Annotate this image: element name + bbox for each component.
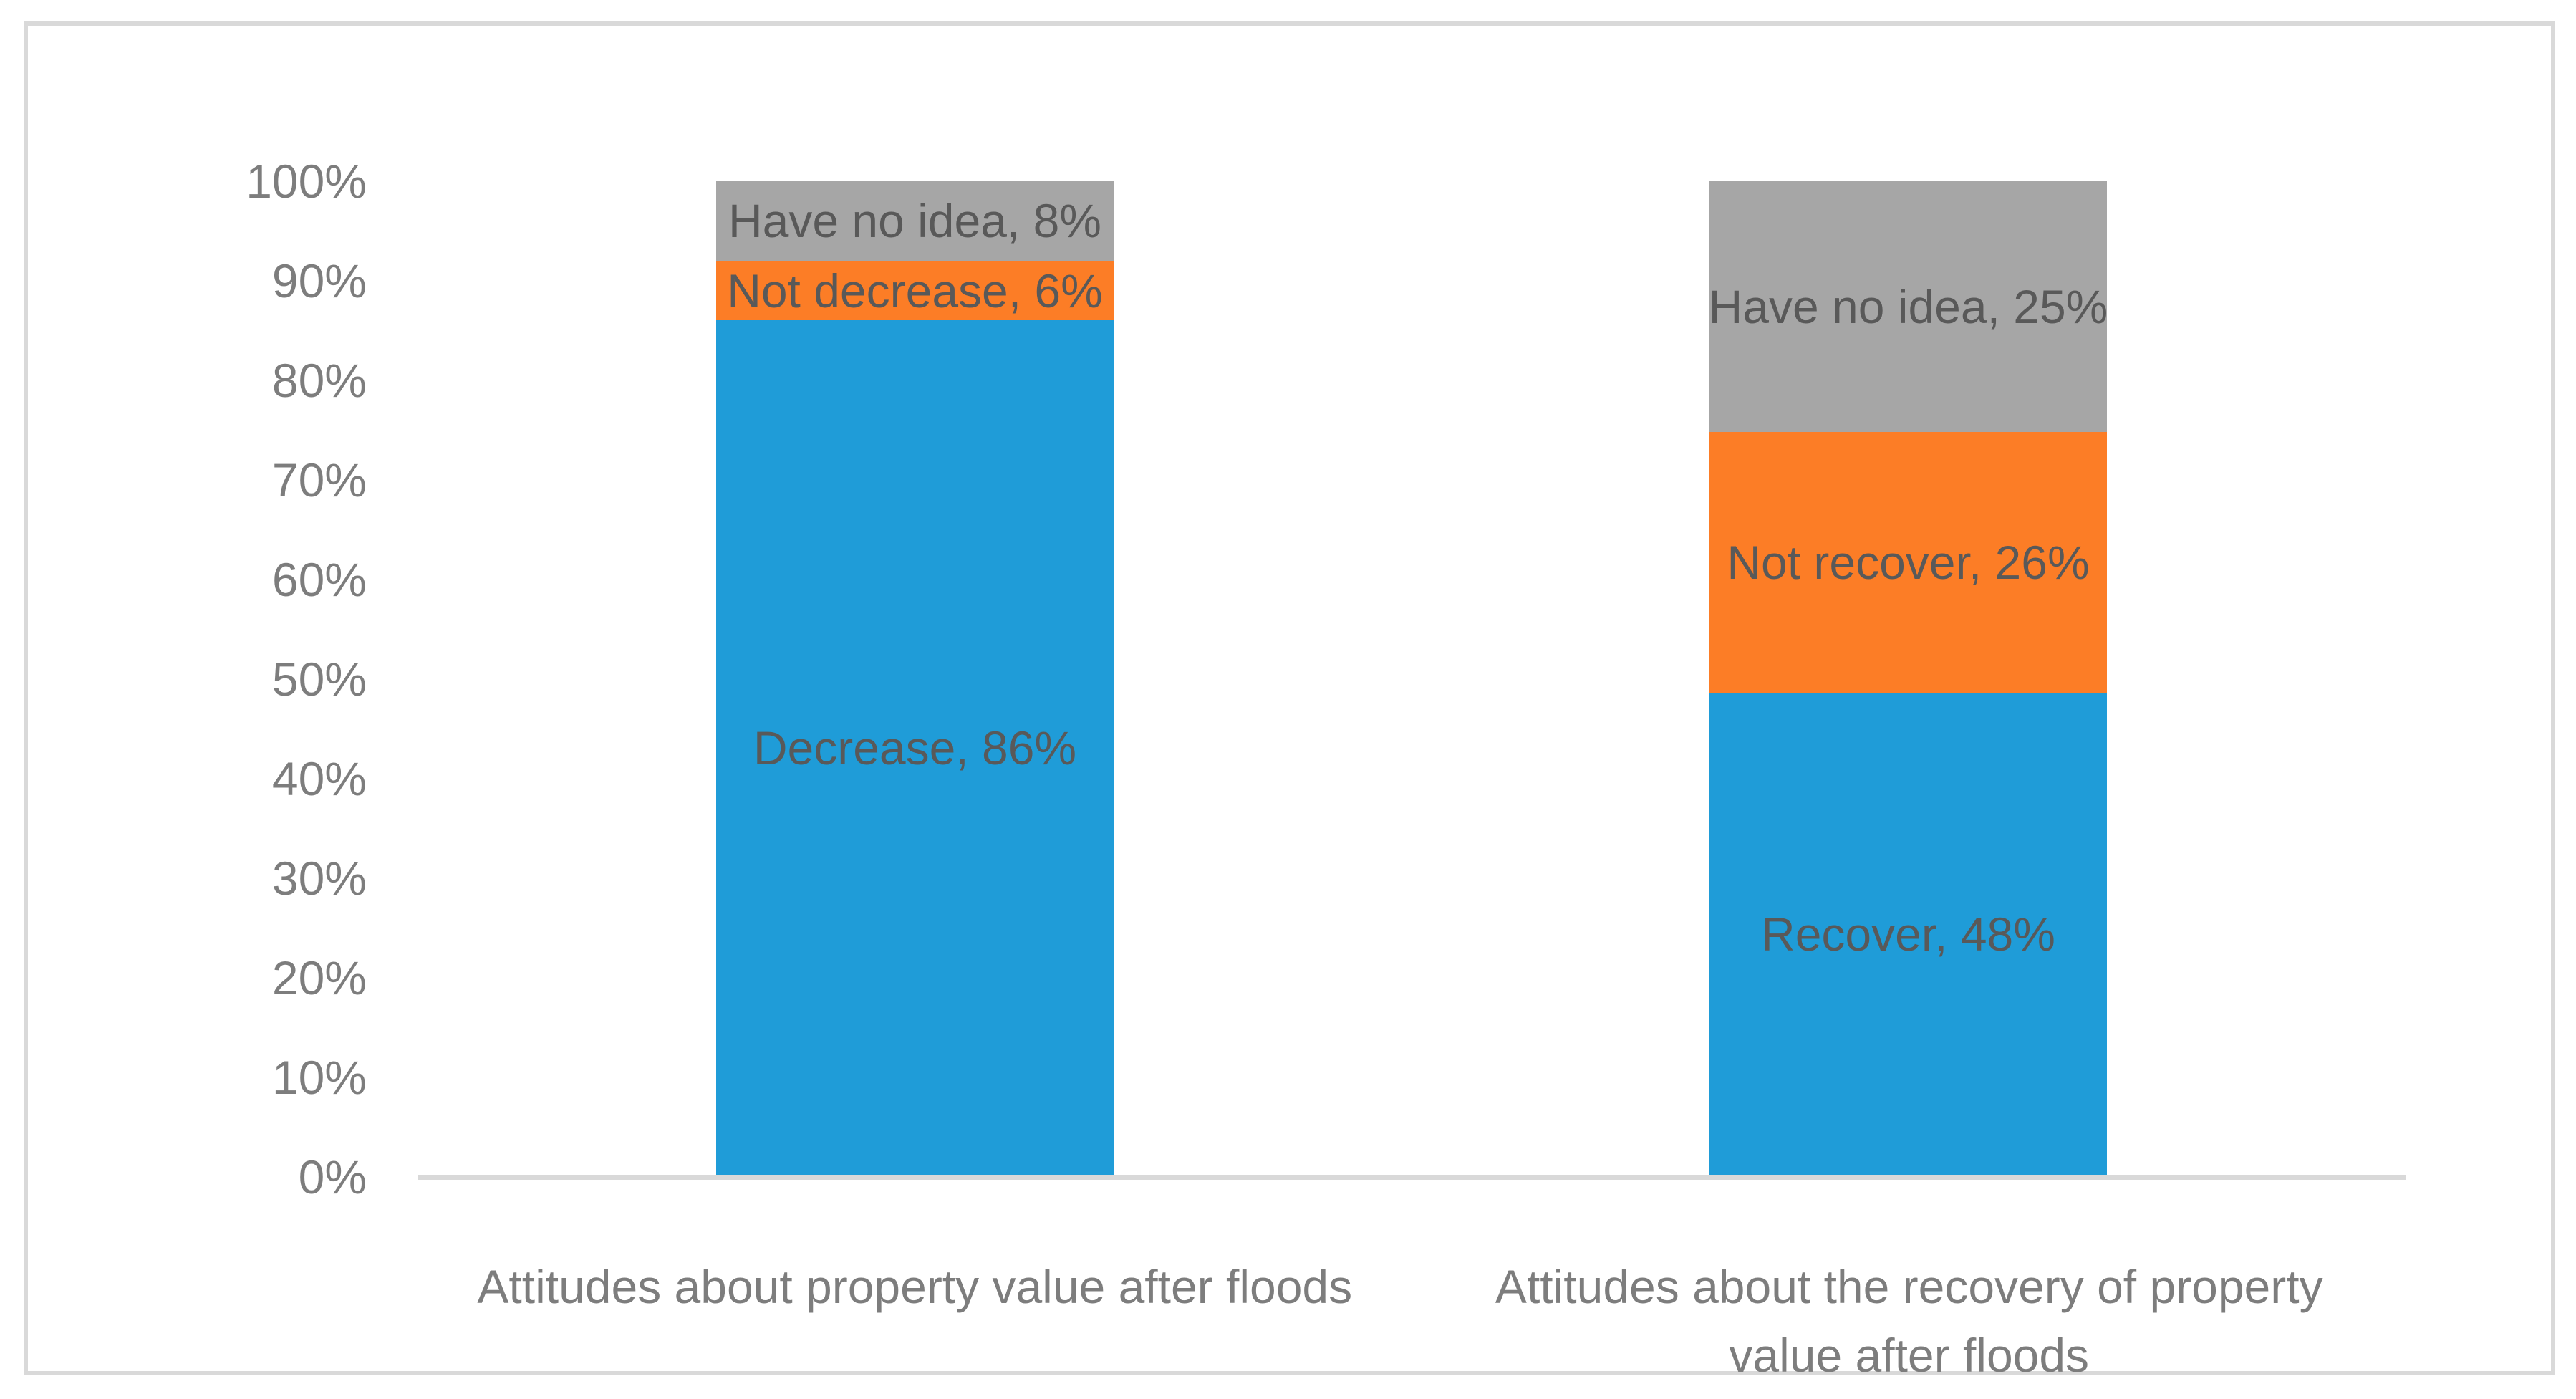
y-axis-tick-label: 90% [271, 254, 367, 307]
y-axis-tick-label: 50% [271, 653, 367, 706]
y-axis-tick-label: 70% [271, 453, 367, 506]
y-axis-tick-label: 30% [271, 852, 367, 905]
data-label: Not recover, 26% [1727, 536, 2090, 590]
y-axis-tick-label: 10% [271, 1051, 367, 1104]
stacked-bar: Recover, 48% Not recover, 26% Have no idea… [1708, 181, 2108, 1175]
y-axis-tick-label: 60% [271, 553, 367, 606]
data-label: Not decrease, 6% [727, 264, 1103, 317]
bar-segment-decrease: Decrease, 86% [716, 320, 1114, 1175]
data-label: Decrease, 86% [753, 721, 1077, 774]
y-axis-tick-label: 0% [298, 1150, 367, 1203]
bar-segment-have-no-idea: Have no idea, 8% [716, 181, 1114, 261]
category-label-property-value: Attitudes about property value after flo… [477, 1260, 1353, 1313]
data-label: Have no idea, 25% [1708, 280, 2108, 334]
x-axis-line [418, 1175, 2406, 1180]
y-axis-tick-label: 80% [271, 354, 367, 407]
bar-segment-have-no-idea: Have no idea, 25% [1708, 181, 2108, 433]
bar-segment-not-recover: Not recover, 26% [1709, 432, 2107, 693]
bar-segment-recover: Recover, 48% [1709, 693, 2107, 1175]
y-axis-tick-label: 100% [246, 155, 367, 208]
bar-segment-not-decrease: Not decrease, 6% [716, 260, 1114, 321]
category-label-recovery-of-property-value: Attitudes about the recovery of property… [1495, 1260, 2323, 1382]
chart-frame: 0% 10% 20% 30% 40% 50% 60% 70% 80% 90% 100% Decrea… [24, 21, 2555, 1382]
y-axis-tick-label: 40% [271, 752, 367, 805]
y-axis-tick-label: 20% [271, 951, 367, 1004]
stacked-bar: Decrease, 86% Not decrease, 6% Have no ide… [716, 181, 1114, 1175]
data-label: Recover, 48% [1761, 907, 2055, 961]
data-label: Have no idea, 8% [728, 194, 1101, 248]
